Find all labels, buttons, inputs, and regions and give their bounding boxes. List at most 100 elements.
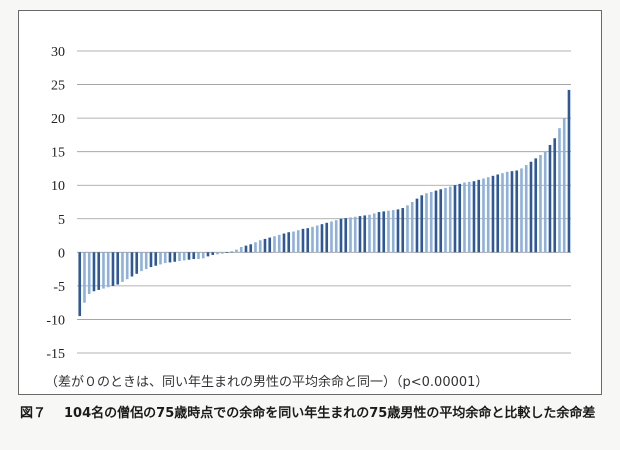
bar (330, 221, 333, 253)
bar (292, 231, 295, 253)
bar (558, 128, 561, 253)
bar (420, 195, 424, 253)
bar (320, 224, 324, 253)
bar (401, 208, 405, 253)
bar (562, 118, 566, 253)
bar (425, 193, 428, 253)
bar (363, 215, 367, 253)
bar (149, 252, 153, 268)
bar (415, 198, 419, 253)
bar (482, 178, 485, 253)
bar (244, 245, 248, 253)
figure-caption: 図７ 104名の僧侶の75歳時点での余命を同い年生まれの75歳男性の平均余命と比較… (20, 404, 610, 423)
y-tick-label: 15 (51, 146, 65, 161)
bar (144, 252, 148, 270)
bar (287, 232, 291, 253)
y-tick-label: 0 (58, 246, 65, 261)
y-tick-label: 30 (51, 45, 65, 60)
bar (444, 187, 447, 253)
chart-frame: 30 25 20 15 10 5 0 -5 -10 -15 （差が０のときは、同い年生まれの男性の… (18, 10, 602, 395)
y-axis-ticks: 30 25 20 15 10 5 0 -5 -10 -15 (46, 45, 65, 362)
y-tick-label: 10 (51, 179, 65, 194)
bar (263, 238, 267, 253)
bars (78, 89, 571, 317)
bar (216, 252, 219, 255)
figure-caption-text: 104名の僧侶の75歳時点での余命を同い年生まれの75歳男性の平均余命と比較した… (64, 406, 596, 421)
bar (211, 252, 215, 256)
bar (553, 138, 557, 253)
bar (116, 252, 120, 285)
bar (315, 225, 319, 253)
bar (539, 155, 542, 253)
bar (439, 189, 443, 253)
bar (543, 151, 547, 253)
bar (254, 242, 257, 253)
bar (467, 181, 471, 253)
bar (182, 252, 186, 261)
bar (334, 220, 338, 253)
bar (102, 252, 105, 289)
bar (391, 210, 395, 253)
bar (534, 158, 538, 253)
bar (78, 252, 82, 317)
bar (472, 181, 476, 253)
bar (282, 233, 286, 253)
bar (201, 252, 205, 259)
bar (453, 185, 457, 253)
bar (458, 183, 462, 253)
bar (273, 236, 276, 253)
bar (230, 251, 234, 253)
bar (325, 222, 329, 253)
bar (249, 244, 253, 253)
bar (306, 228, 310, 253)
bar (197, 252, 200, 260)
bar (491, 175, 495, 253)
bar (339, 218, 343, 253)
bar (311, 226, 314, 253)
bar (372, 213, 376, 253)
bar (358, 216, 362, 253)
bar (92, 252, 96, 292)
bar (87, 252, 91, 294)
y-tick-label: 25 (51, 79, 65, 94)
bar (235, 249, 238, 253)
bar (140, 252, 143, 272)
bar (296, 230, 300, 253)
bar (353, 216, 357, 253)
bar (410, 202, 414, 253)
bar (505, 171, 509, 253)
bar (178, 252, 181, 262)
bar (349, 217, 352, 253)
bar (168, 252, 172, 263)
bar (187, 252, 191, 260)
y-tick-label: -10 (46, 313, 65, 328)
bar (396, 209, 400, 253)
bar (192, 252, 196, 260)
bar (258, 240, 262, 253)
bar (520, 168, 523, 253)
bar (382, 211, 386, 253)
bar (220, 252, 224, 254)
bar (429, 191, 433, 253)
bar (111, 252, 115, 286)
bar (510, 171, 514, 253)
bar (567, 89, 571, 253)
y-tick-label: -5 (53, 280, 65, 295)
bar (501, 173, 504, 253)
bar (97, 252, 101, 290)
bar (368, 214, 371, 253)
bar (448, 186, 452, 253)
bar (239, 246, 243, 253)
bar (130, 252, 134, 277)
bar (406, 205, 409, 253)
bar (529, 161, 533, 253)
bar (268, 237, 272, 253)
bar (524, 165, 528, 253)
bar (548, 144, 552, 253)
bar (377, 212, 381, 253)
bar (463, 182, 466, 253)
bar (154, 252, 158, 266)
bar (83, 252, 86, 303)
bar (486, 177, 490, 253)
bar (344, 218, 348, 253)
